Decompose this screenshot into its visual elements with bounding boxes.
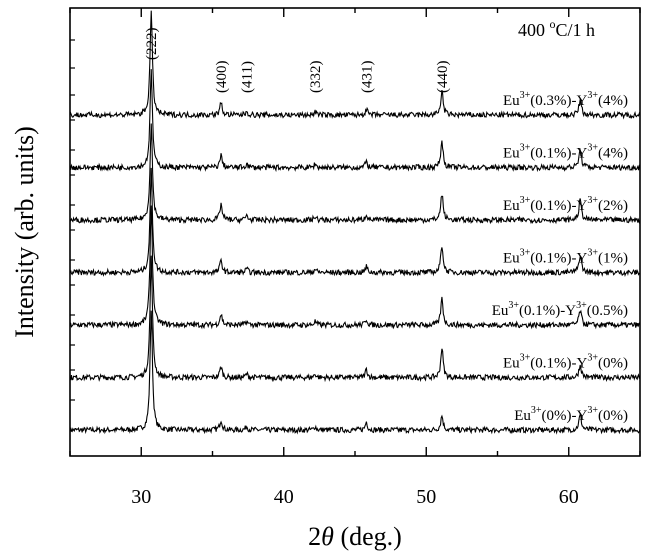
x-tick-label: 60 — [559, 486, 579, 508]
series-label: Eu3+(0.1%)-Y3+(4%) — [503, 143, 628, 162]
series-trace — [69, 69, 641, 173]
series-traces — [69, 10, 641, 435]
condition-annotation: 400 oC/1 h — [518, 17, 595, 40]
plot-frame — [69, 7, 641, 457]
peak-label: (222) — [144, 28, 160, 61]
peak-label: (431) — [359, 61, 375, 94]
series-trace — [69, 123, 641, 225]
series-labels: Eu3+(0%)-Y3+(0%) Eu3+(0.1%)-Y3+(0%) Eu3+(0… — [492, 90, 628, 424]
y-axis-title: Intensity (arb. units) — [10, 126, 39, 338]
peak-label: (332) — [308, 61, 324, 94]
x-tick-label: 50 — [416, 486, 436, 508]
series-trace — [69, 205, 641, 330]
series-label: Eu3+(0.1%)-Y3+(0%) — [503, 353, 628, 372]
peak-label: (440) — [435, 61, 451, 94]
series-label: Eu3+(0.1%)-Y3+(0.5%) — [492, 300, 628, 319]
series-label: Eu3+(0.1%)-Y3+(2%) — [503, 195, 628, 214]
minor-ticks — [70, 39, 75, 431]
major-ticks — [69, 8, 641, 456]
peak-label: (400) — [214, 61, 230, 94]
peak-labels: (222) (400) (411) (332) (431) (440) — [144, 28, 451, 94]
series-label: Eu3+(0.1%)-Y3+(1%) — [503, 248, 628, 267]
series-label: Eu3+(0%)-Y3+(0%) — [514, 405, 628, 424]
series-trace — [69, 167, 641, 277]
series-trace — [69, 10, 641, 120]
x-tick-labels: 30 40 50 60 — [131, 486, 579, 508]
series-trace — [69, 310, 641, 435]
peak-label: (411) — [240, 61, 256, 93]
x-tick-label: 30 — [131, 486, 151, 508]
x-axis-title: 2θ (deg.) — [308, 522, 402, 551]
series-label: Eu3+(0.3%)-Y3+(4%) — [503, 90, 628, 109]
x-tick-label: 40 — [274, 486, 294, 508]
series-trace — [69, 255, 641, 383]
